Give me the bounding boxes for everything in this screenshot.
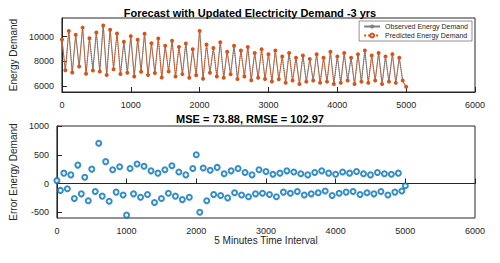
svg-text:6000: 6000 (34, 81, 54, 91)
svg-text:Predicted Energy Demand: Predicted Energy Demand (385, 32, 467, 40)
svg-text:8000: 8000 (34, 56, 54, 66)
svg-text:2000: 2000 (190, 100, 210, 110)
svg-text:Energy Demand: Energy Demand (8, 19, 19, 91)
svg-text:5000: 5000 (396, 100, 416, 110)
svg-text:3000: 3000 (258, 100, 278, 110)
svg-text:Error Energy Demand: Error Energy Demand (8, 123, 19, 220)
svg-text:2000: 2000 (186, 226, 206, 236)
svg-text:5 Minutes Time Interval: 5 Minutes Time Interval (214, 235, 317, 246)
svg-text:1000: 1000 (117, 226, 137, 236)
svg-text:0: 0 (44, 179, 49, 189)
svg-text:0: 0 (59, 100, 64, 110)
svg-text:6000: 6000 (465, 100, 485, 110)
svg-text:-500: -500 (31, 207, 49, 217)
svg-text:10000: 10000 (29, 32, 54, 42)
svg-text:5000: 5000 (395, 226, 415, 236)
svg-text:1000: 1000 (121, 100, 141, 110)
svg-text:Observed Energy Demand: Observed Energy Demand (385, 23, 468, 31)
svg-text:500: 500 (34, 150, 49, 160)
svg-text:Forecast with Updated Electric: Forecast with Updated Electricity Demand… (124, 7, 376, 19)
svg-text:0: 0 (54, 226, 59, 236)
svg-text:4000: 4000 (327, 100, 347, 110)
svg-text:1000: 1000 (29, 121, 49, 131)
svg-text:MSE = 73.88, RMSE = 102.97: MSE = 73.88, RMSE = 102.97 (176, 113, 324, 125)
svg-text:6000: 6000 (465, 226, 485, 236)
svg-text:4000: 4000 (326, 226, 346, 236)
svg-text:3000: 3000 (256, 226, 276, 236)
